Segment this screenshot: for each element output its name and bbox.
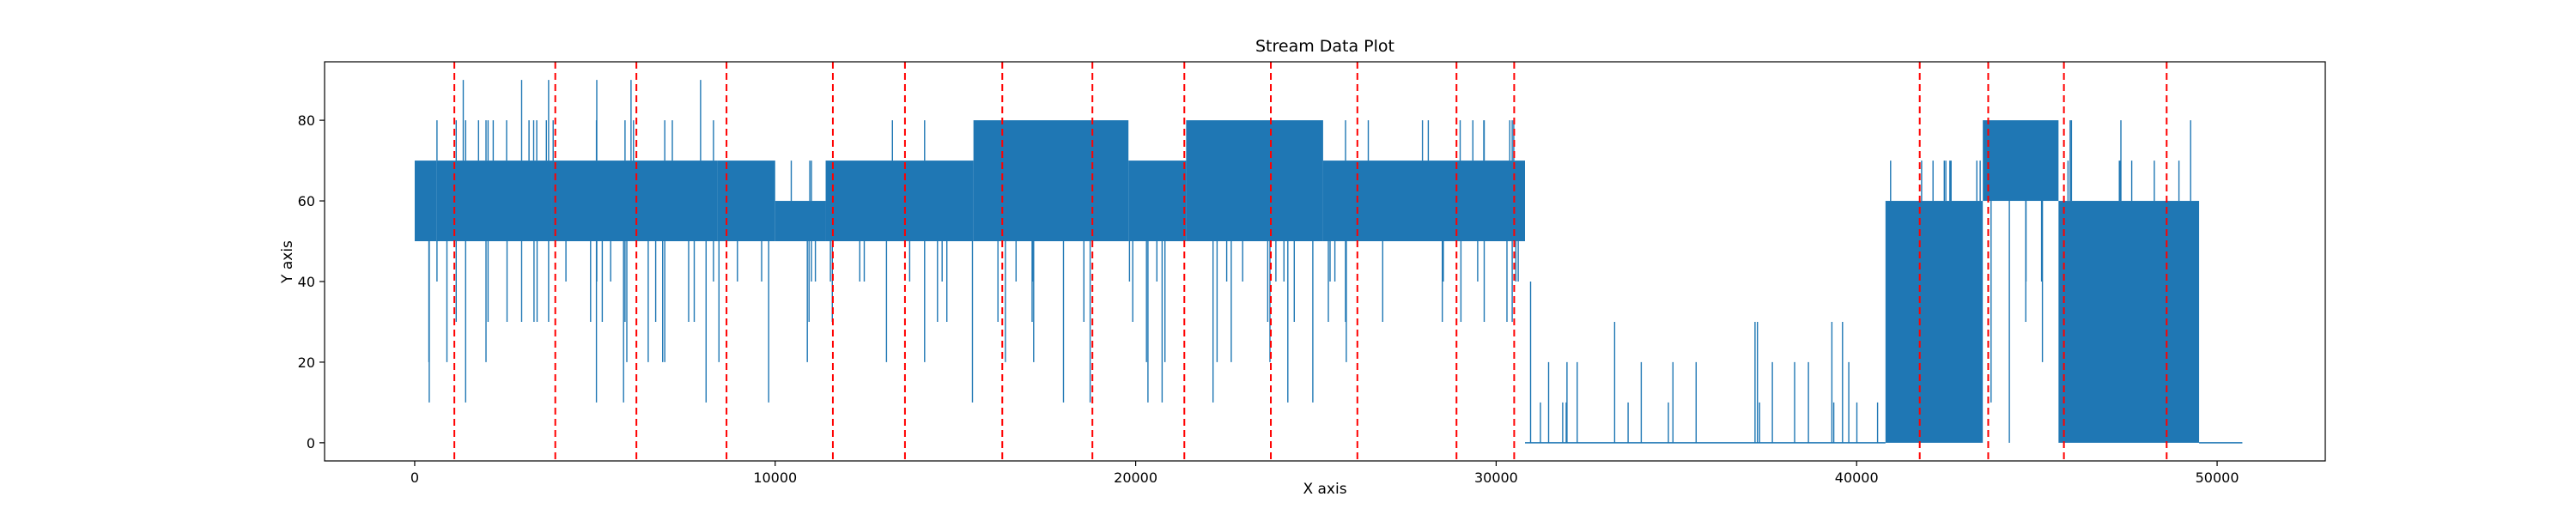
series-band [1322,161,1525,242]
y-axis-label: Y axis [279,240,296,284]
plot-frame [324,61,2326,462]
series-spikes [997,241,1091,403]
series-segment [551,80,718,403]
series-spikes [1212,241,1314,403]
series-segment [414,161,437,403]
x-tick-label: 0 [410,470,419,486]
series-band [825,161,974,242]
series-spikes [2067,120,2191,201]
x-tick-label: 20000 [1114,470,1157,486]
y-tick-label: 0 [307,435,315,451]
series-spikes [1529,282,1879,443]
series-band [2058,201,2200,443]
series-segment [1885,161,1984,443]
series-band [1186,120,1323,242]
x-tick-label: 50000 [2196,470,2239,486]
series-spikes [718,241,769,403]
y-tick-label: 40 [298,274,315,290]
series-segment [1128,161,1187,403]
x-tick-label: 40000 [1835,470,1879,486]
series-segment [825,120,974,403]
series-spikes [436,80,550,403]
series-band [775,201,826,242]
series-spikes [1990,201,2044,443]
y-tick-label: 80 [298,112,315,129]
series-band [1128,161,1187,242]
x-axis-label: X axis [1303,481,1346,498]
series-spikes [1890,161,1981,201]
chart-title: Stream Data Plot [1255,37,1394,56]
series-band [436,161,552,242]
series-segment [1525,282,1886,444]
series-segment [1983,120,2059,443]
series-segment [973,120,1129,403]
series-segment [2058,120,2200,443]
axis-layer: 0 10000 20000 30000 40000 50000 0 20 40 60 80 [298,112,2239,486]
series-segment [436,80,552,403]
series-layer [414,80,2243,444]
series-segment [1322,120,1525,362]
series-segment [1186,120,1323,403]
y-tick-label: 60 [298,193,315,209]
series-band [551,161,718,242]
series-spikes [790,161,817,362]
series-band [414,161,437,242]
series-spikes [1128,241,1166,403]
series-segment [775,161,826,362]
y-tick-label: 20 [298,354,315,371]
series-band [1885,201,1984,443]
x-tick-label: 10000 [753,470,797,486]
series-band [1983,120,2059,202]
x-tick-label: 30000 [1474,470,1518,486]
series-band [973,120,1129,242]
